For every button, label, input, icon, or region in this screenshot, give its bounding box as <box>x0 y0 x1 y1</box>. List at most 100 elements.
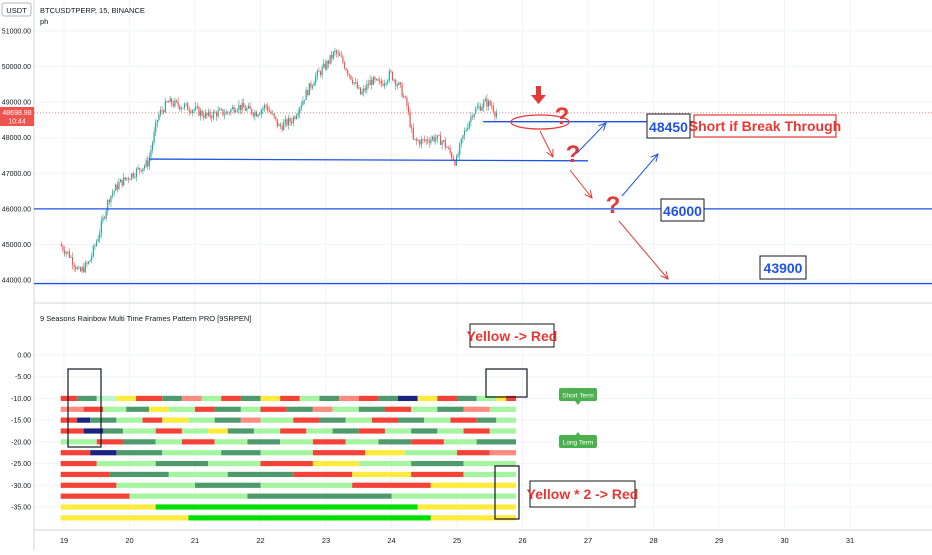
candle-body <box>161 110 163 112</box>
level-46000-box[interactable] <box>660 198 705 222</box>
indicator-tick-label: 0.00 <box>17 353 31 360</box>
level-43900-box[interactable] <box>759 255 807 280</box>
candle-body <box>289 118 291 122</box>
candle-body <box>105 210 107 219</box>
candle-body <box>86 262 88 264</box>
rainbow-band-segment <box>312 439 346 445</box>
rainbow-band-segment <box>293 417 320 423</box>
candle-body <box>491 105 493 107</box>
candle-body <box>476 107 478 109</box>
candle-body <box>423 139 426 141</box>
indicator-tick-label: -10.00 <box>11 396 31 403</box>
candle-body <box>273 113 275 117</box>
candle-body <box>489 100 491 106</box>
rainbow-band-segment <box>306 428 333 434</box>
rainbow-band-segment <box>60 439 97 445</box>
rainbow-band-segment <box>417 504 516 510</box>
candle-body <box>372 77 374 85</box>
candle-body <box>241 103 243 111</box>
candle-body <box>350 75 352 80</box>
candle-body <box>207 111 210 116</box>
rainbow-band-segment <box>260 460 313 467</box>
candle-body <box>255 112 258 117</box>
candle-body <box>262 108 264 110</box>
rainbow-band-segment <box>60 450 91 456</box>
long-term-tag[interactable]: Long Term <box>559 432 597 448</box>
candle-body <box>115 184 117 191</box>
candle-body <box>147 160 149 167</box>
candle-body <box>412 128 414 140</box>
rainbow-band-segment <box>103 406 127 412</box>
candle-body <box>100 221 102 234</box>
candle-body <box>222 109 224 116</box>
candle-body <box>433 136 435 142</box>
candle-body <box>409 112 411 128</box>
rainbow-band-segment <box>424 417 451 423</box>
candle-body <box>459 143 461 155</box>
rainbow-band-segment <box>430 515 516 521</box>
candle-body <box>166 101 168 102</box>
candle-body <box>457 154 459 157</box>
price-tick-label: 49000.00 <box>2 100 31 107</box>
candle-body <box>347 70 349 75</box>
rainbow-band-segment <box>162 450 222 456</box>
yellow2-red-box[interactable] <box>529 480 636 508</box>
red-down-arrow-shaft <box>536 86 541 95</box>
rainbow-band-segment <box>457 450 490 456</box>
candle-body <box>135 168 138 177</box>
rainbow-band-segment <box>247 439 281 445</box>
rainbow-band-segment <box>60 460 97 467</box>
candle-body <box>225 111 227 115</box>
candle-body <box>81 267 83 272</box>
break-zone-ellipse <box>510 114 570 130</box>
highlight-box-bottom-right <box>494 465 520 520</box>
candle-body <box>401 84 403 97</box>
rainbow-band-segment <box>122 428 156 434</box>
rainbow-band-segment <box>476 395 497 402</box>
candle-body <box>199 110 202 116</box>
rainbow-band-segment <box>60 417 78 423</box>
candle-body <box>190 111 192 113</box>
candle-body <box>73 264 75 267</box>
rainbow-band-segment <box>384 406 412 412</box>
short-term-tag[interactable]: Short Term <box>559 388 597 405</box>
rainbow-band-segment <box>77 417 91 423</box>
candle-body <box>484 98 486 102</box>
level-48450-box[interactable] <box>646 113 691 139</box>
candle-body <box>420 139 422 145</box>
candle-body <box>471 116 474 118</box>
candle-body <box>89 259 91 262</box>
price-tick-label: 44000.00 <box>2 278 31 285</box>
rainbow-band-segment <box>195 406 215 412</box>
yellow-red-box[interactable] <box>469 323 555 348</box>
candle-body <box>297 113 299 116</box>
candle-body <box>243 103 245 108</box>
candle-body <box>364 88 366 91</box>
candle-body <box>311 85 314 88</box>
candle-body <box>310 83 312 88</box>
candle-body <box>211 116 213 119</box>
candle-body <box>252 113 254 116</box>
time-tick-label: 27 <box>584 536 592 545</box>
rainbow-band-segment <box>457 395 477 402</box>
price-tick-label: 45000.00 <box>2 242 31 249</box>
symbol-title: BTCUSDTPERP, 15, BINANCE <box>40 6 145 15</box>
currency-badge[interactable] <box>1 2 32 17</box>
rainbow-band-segment <box>221 395 241 402</box>
rainbow-band-segment <box>60 428 84 434</box>
short-note-box[interactable] <box>693 114 837 138</box>
rainbow-band-segment <box>149 406 169 412</box>
candle-body <box>156 119 158 123</box>
rainbow-band-segment <box>181 428 209 434</box>
blue-arrow-up-1 <box>576 122 607 154</box>
candle-body <box>387 80 389 84</box>
candle-body <box>275 116 277 120</box>
candle-body <box>483 101 485 108</box>
candle-body <box>446 147 448 148</box>
candle-body <box>465 130 467 132</box>
candle-body <box>167 101 170 103</box>
red-arrow-down-2 <box>569 169 593 199</box>
rainbow-band-segment <box>365 450 405 456</box>
candle-body <box>398 82 400 85</box>
